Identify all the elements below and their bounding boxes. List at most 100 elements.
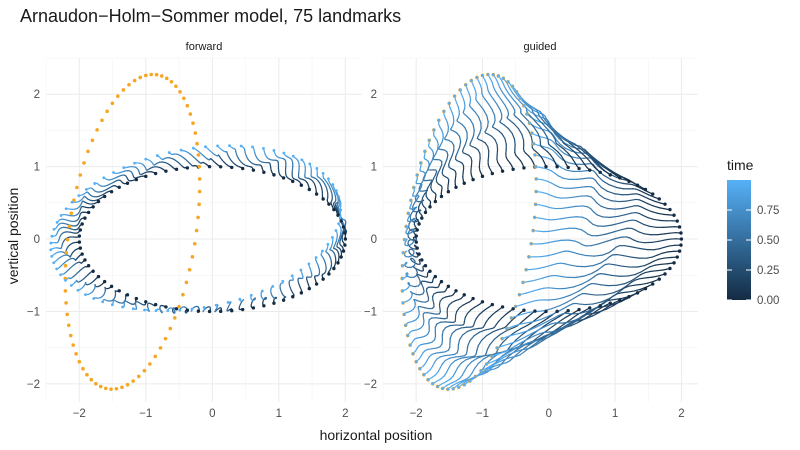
x-tick-label: 1 — [612, 408, 618, 420]
trajectory-segment — [596, 191, 599, 195]
end-landmark-point — [331, 236, 334, 239]
trajectory-segment — [467, 116, 470, 120]
trajectory-segment — [471, 307, 475, 310]
trajectory-segment — [601, 206, 607, 208]
target-landmark-point — [188, 268, 192, 272]
trajectory-segment — [598, 267, 602, 270]
end-landmark-point — [56, 221, 59, 224]
end-landmark-point — [337, 195, 340, 198]
trajectory-segment — [617, 187, 624, 188]
legend-tick-label: 0.75 — [757, 205, 779, 217]
trajectory-segment — [506, 89, 509, 94]
start-landmark-point — [79, 228, 82, 231]
trajectory-segment — [576, 179, 583, 180]
trajectory-segment — [472, 358, 478, 362]
start-landmark-point — [79, 246, 82, 249]
start-landmark-point — [522, 308, 525, 311]
start-landmark-point — [175, 168, 178, 171]
trajectory-segment — [480, 158, 481, 163]
trajectory-segment — [487, 116, 488, 122]
start-landmark-point — [658, 197, 661, 200]
trajectory-segment — [432, 314, 436, 315]
start-landmark-point — [252, 306, 255, 309]
end-landmark-point — [422, 373, 425, 376]
end-landmark-point — [156, 154, 159, 157]
end-landmark-point — [428, 139, 431, 142]
start-landmark-point — [434, 275, 437, 278]
end-landmark-point — [533, 216, 536, 219]
trajectory-segment — [458, 147, 460, 152]
trajectory-segment — [551, 183, 555, 185]
trajectory-segment — [438, 368, 440, 372]
end-landmark-point — [407, 212, 410, 215]
start-landmark-point — [87, 211, 90, 214]
target-landmark-point — [198, 190, 202, 194]
start-landmark-point — [315, 192, 318, 195]
start-landmark-point — [598, 171, 601, 174]
start-landmark-point — [241, 308, 244, 311]
trajectory-segment — [435, 372, 438, 375]
trajectory-segment — [451, 361, 455, 365]
end-landmark-point — [168, 151, 171, 154]
start-landmark-point — [577, 308, 580, 311]
trajectory-segment — [556, 197, 561, 198]
y-tick-label: 1 — [34, 162, 40, 174]
end-landmark-point — [315, 256, 318, 259]
trajectory-segment — [634, 285, 640, 286]
trajectory-segment — [565, 287, 573, 288]
trajectory-segment — [640, 195, 644, 197]
target-landmark-point — [64, 289, 68, 293]
end-landmark-point — [281, 280, 284, 283]
end-landmark-point — [535, 190, 538, 193]
trajectory-segment — [568, 240, 574, 241]
trajectory-segment — [540, 218, 545, 219]
target-landmark-point — [133, 79, 137, 83]
start-landmark-point — [481, 300, 484, 303]
trajectory-segment — [456, 311, 457, 315]
start-landmark-point — [555, 165, 558, 168]
end-landmark-point — [409, 199, 412, 202]
trajectory-segment — [494, 128, 498, 130]
trajectory-segment — [456, 379, 460, 381]
trajectory-segment — [609, 250, 613, 253]
end-landmark-point — [85, 188, 88, 191]
end-landmark-point — [528, 122, 531, 125]
trajectory-segment — [438, 169, 440, 174]
trajectory-segment — [555, 185, 559, 187]
start-landmark-point — [618, 299, 621, 302]
trajectory-segment — [598, 234, 606, 235]
start-landmark-point — [588, 306, 591, 309]
trajectory-segment — [437, 357, 440, 359]
trajectory-segment — [555, 173, 559, 176]
trajectory-segment — [634, 240, 639, 242]
trajectory-segment — [498, 328, 502, 329]
end-landmark-point — [437, 119, 440, 122]
trajectory-segment — [443, 327, 446, 330]
target-landmark-point — [100, 118, 104, 122]
trajectory-segment — [659, 258, 665, 259]
end-landmark-point — [511, 85, 514, 88]
trajectory-segment — [509, 88, 512, 92]
end-landmark-point — [459, 89, 462, 92]
start-landmark-point — [511, 168, 514, 171]
trajectory-segment — [472, 109, 475, 113]
trajectory-segment — [447, 123, 448, 127]
trajectory-segment — [512, 133, 514, 139]
trajectory-segment — [544, 147, 549, 148]
end-landmark-point — [155, 309, 158, 312]
start-landmark-point — [588, 168, 591, 171]
trajectory-segment — [521, 349, 525, 350]
target-landmark-point — [165, 77, 169, 81]
panel-grid — [383, 58, 698, 402]
trajectory-segment — [603, 181, 609, 185]
trajectory-segment — [606, 232, 614, 234]
start-landmark-point — [135, 178, 138, 181]
target-landmark-point — [78, 173, 82, 177]
trajectory-segment — [590, 294, 597, 295]
trajectory-segment — [545, 157, 550, 159]
start-landmark-point — [272, 173, 275, 176]
trajectory-segment — [534, 300, 539, 301]
trajectory-segment — [476, 315, 479, 319]
trajectory-segment — [477, 102, 480, 106]
end-landmark-point — [77, 194, 80, 197]
